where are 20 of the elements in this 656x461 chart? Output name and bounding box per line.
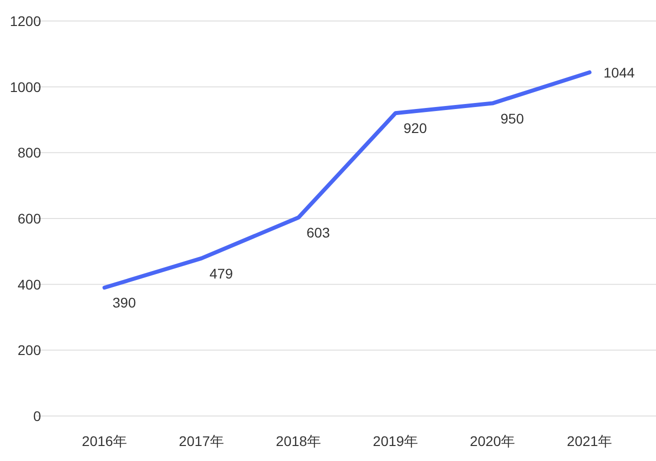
x-tick-label: 2016年	[82, 433, 128, 449]
y-tick-label: 1000	[10, 78, 42, 95]
x-tick-label: 2021年	[566, 433, 612, 449]
data-label: 920	[404, 120, 428, 136]
x-tick-label: 2020年	[470, 433, 516, 449]
y-tick-label: 0	[33, 408, 42, 424]
data-label: 603	[306, 224, 330, 241]
y-tick-label: 1200	[10, 13, 42, 29]
data-label: 1044	[604, 64, 635, 80]
x-tick-label: 2019年	[372, 433, 418, 449]
data-label: 950	[500, 110, 524, 126]
y-tick-label: 600	[18, 210, 42, 226]
line-series	[102, 70, 592, 290]
y-tick-label: 200	[18, 342, 42, 358]
y-tick-label: 800	[18, 144, 42, 161]
y-tick-label: 400	[18, 276, 42, 292]
data-label: 390	[112, 294, 136, 311]
x-tick-label: 2018年	[276, 433, 322, 449]
data-label: 479	[210, 265, 234, 282]
x-tick-label: 2017年	[178, 433, 224, 449]
